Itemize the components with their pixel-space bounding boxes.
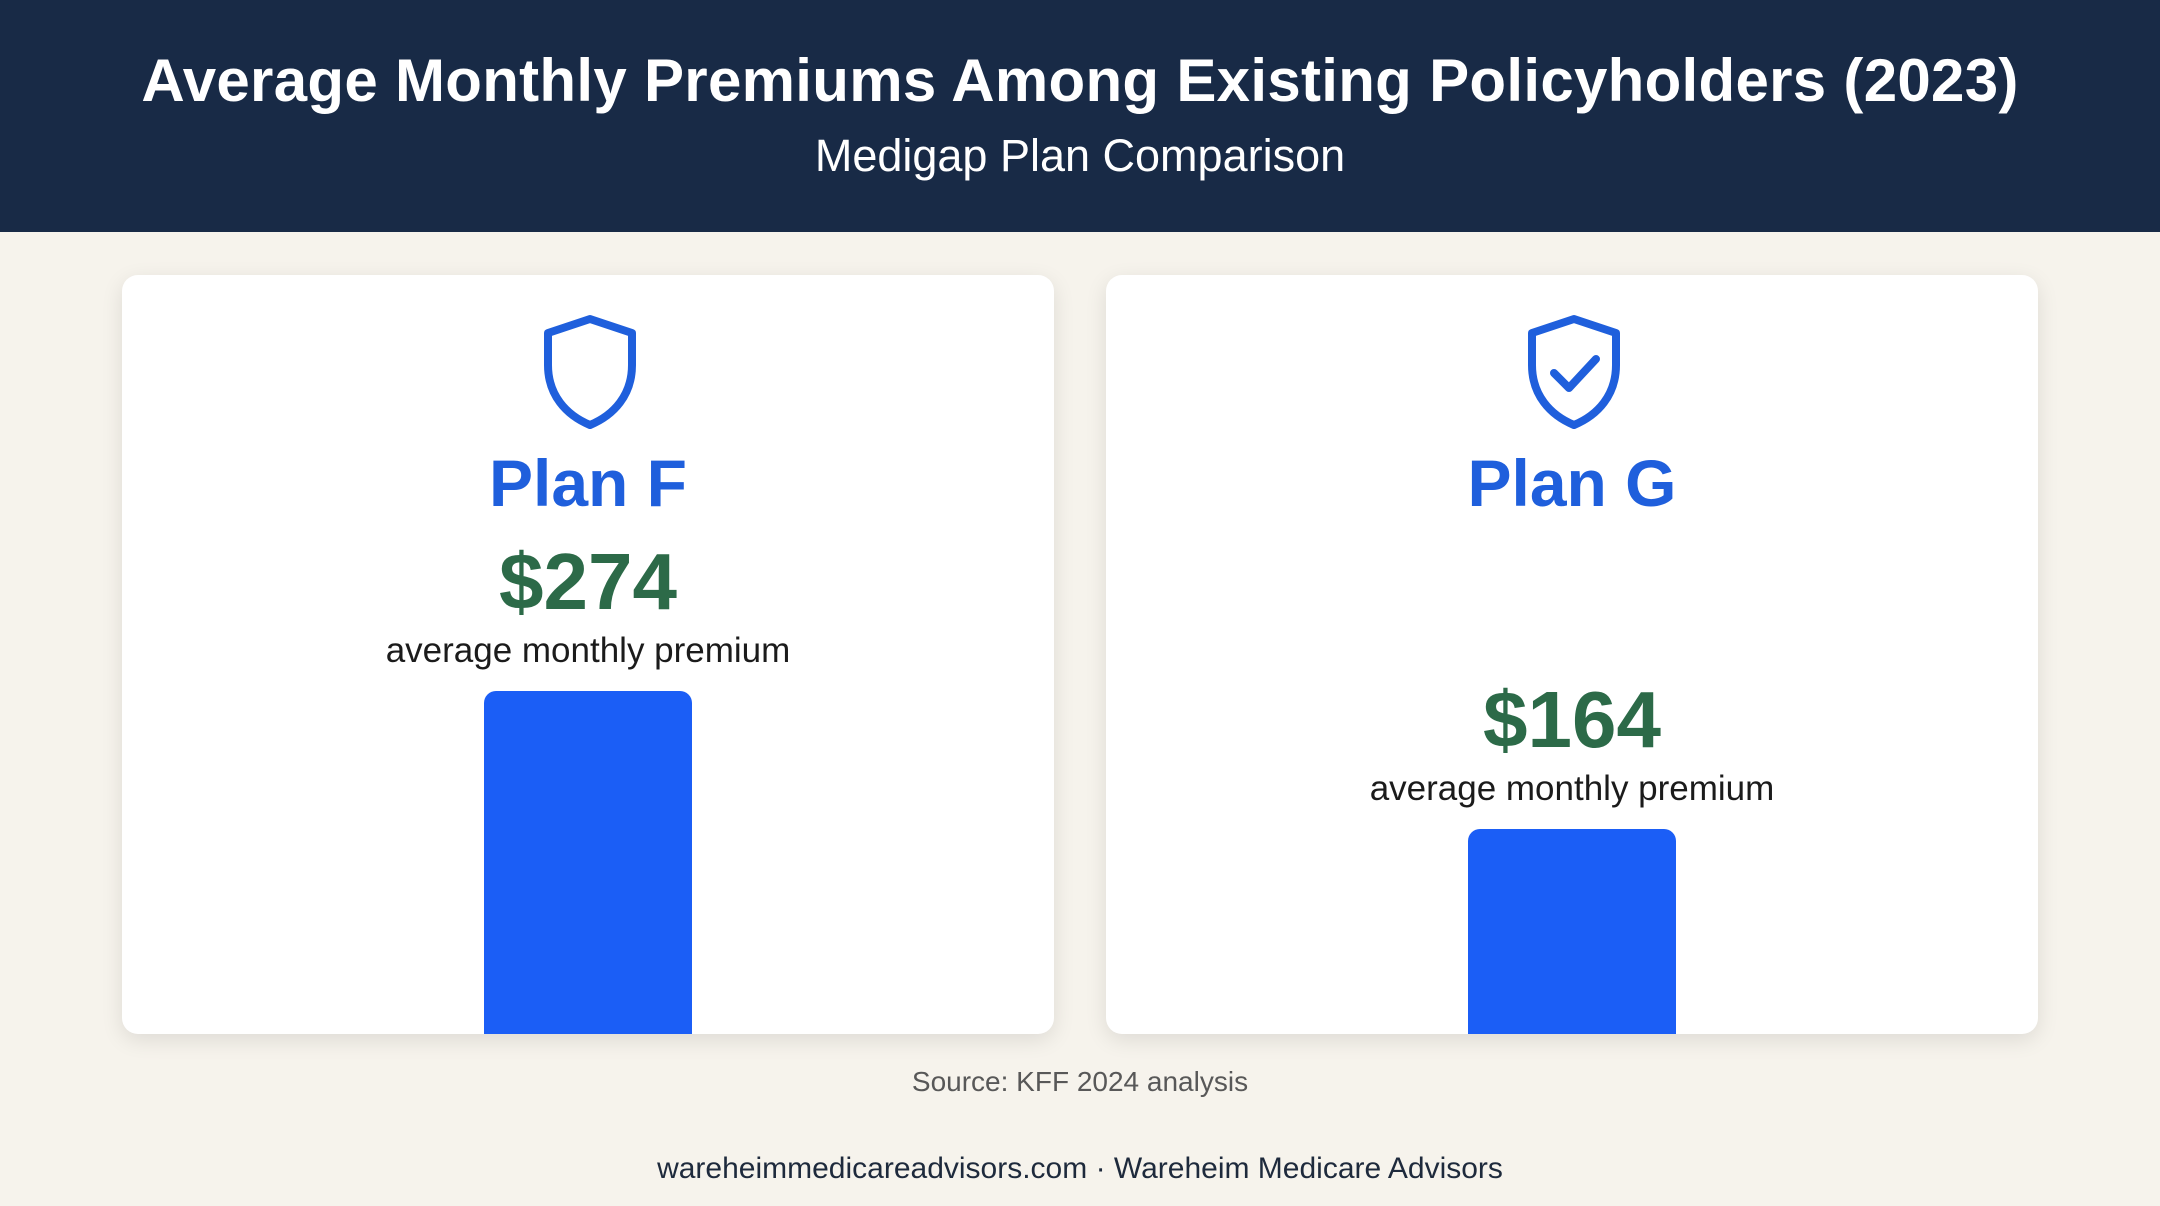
header-banner: Average Monthly Premiums Among Existing … <box>0 0 2160 232</box>
plan-g-label: Plan G <box>1467 446 1677 520</box>
plan-f-caption: average monthly premium <box>385 631 791 670</box>
plan-f-bar <box>484 691 692 1034</box>
shield-icon <box>544 315 636 429</box>
plan-f-card: Plan F $274 average monthly premium <box>122 275 1054 1034</box>
footer-credit: wareheimmedicareadvisors.com · Wareheim … <box>657 1152 1503 1185</box>
plan-f-value-label: $274 <box>499 537 677 626</box>
chart-subtitle: Medigap Plan Comparison <box>814 130 1346 181</box>
shield-check-icon <box>1528 315 1620 429</box>
chart-title: Average Monthly Premiums Among Existing … <box>141 47 2019 114</box>
plan-g-value-label: $164 <box>1483 675 1661 764</box>
source-note: Source: KFF 2024 analysis <box>911 1066 1249 1097</box>
plan-g-bar <box>1468 829 1676 1034</box>
plan-g-card: Plan G $164 average monthly premium <box>1106 275 2038 1034</box>
plan-g-caption: average monthly premium <box>1369 769 1775 808</box>
plan-f-label: Plan F <box>488 446 688 520</box>
